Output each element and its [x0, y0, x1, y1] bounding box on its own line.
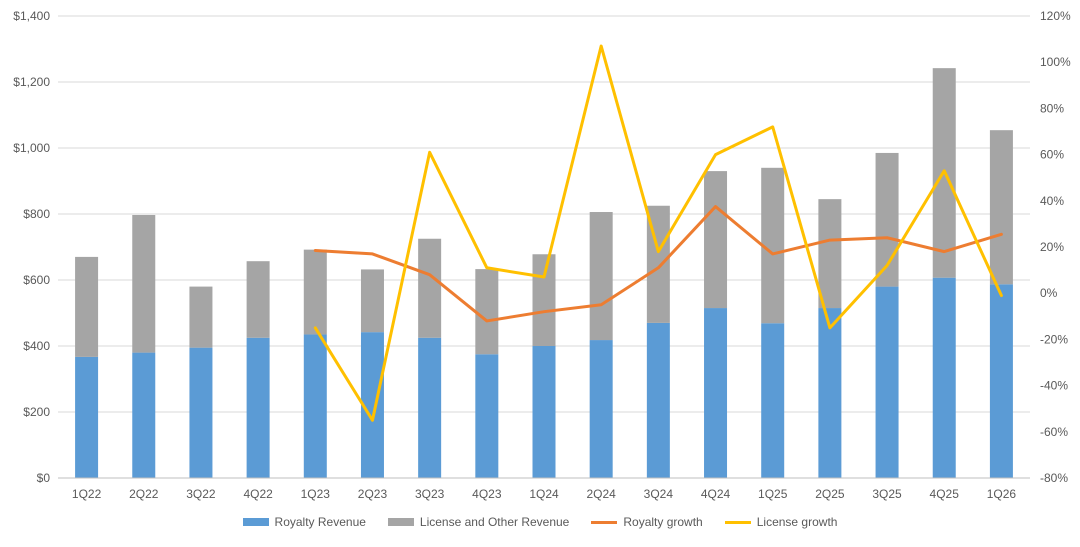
bar-royalty-revenue: [989, 284, 1013, 478]
bar-royalty-revenue: [932, 277, 956, 478]
legend-swatch-royalty-growth: [591, 520, 618, 524]
y-axis-left: $0 $200 $400 $600 $800 $1,000 $1,200 $1,400: [13, 9, 50, 485]
bar-royalty-revenue: [303, 334, 327, 478]
y-tick-label: $600: [23, 273, 50, 287]
bar-license-revenue: [761, 167, 785, 324]
y-tick-label: $200: [23, 405, 50, 419]
y2-tick-label: 0%: [1040, 286, 1058, 300]
bar-license-revenue: [360, 269, 384, 333]
x-tick-label: 2Q25: [815, 487, 845, 501]
bar-royalty-revenue: [589, 340, 613, 478]
x-tick-label: 3Q23: [415, 487, 445, 501]
x-tick-label: 2Q24: [586, 487, 616, 501]
legend-label-royalty-revenue: Royalty Revenue: [274, 515, 366, 529]
bar-royalty-revenue: [761, 323, 785, 478]
bar-royalty-revenue: [646, 322, 670, 478]
legend-swatch-license-growth: [724, 520, 751, 524]
bar-license-revenue: [704, 171, 728, 309]
x-tick-label: 2Q22: [129, 487, 159, 501]
legend: Royalty Revenue License and Other Revenu…: [0, 515, 1080, 529]
bar-royalty-revenue: [704, 308, 728, 478]
x-tick-label: 4Q25: [930, 487, 960, 501]
y-tick-label: $0: [37, 471, 51, 485]
x-tick-label: 4Q24: [701, 487, 731, 501]
bar-royalty-revenue: [132, 352, 156, 478]
y2-tick-label: 100%: [1040, 55, 1071, 69]
bar-royalty-revenue: [75, 356, 99, 478]
bar-license-revenue: [589, 212, 613, 341]
bar-license-revenue: [189, 286, 213, 348]
y2-tick-label: -20%: [1040, 332, 1068, 346]
y2-tick-label: 120%: [1040, 9, 1071, 23]
y-tick-label: $800: [23, 207, 50, 221]
bar-royalty-revenue: [532, 346, 556, 478]
x-tick-label: 1Q24: [529, 487, 559, 501]
x-tick-label: 1Q22: [72, 487, 102, 501]
bar-royalty-revenue: [475, 354, 499, 478]
bar-royalty-revenue: [875, 286, 899, 478]
bar-royalty-revenue: [360, 332, 384, 478]
legend-item-royalty-growth: Royalty growth: [591, 515, 703, 529]
legend-item-license-growth: License growth: [724, 515, 838, 529]
y2-tick-label: 60%: [1040, 148, 1064, 162]
bar-license-revenue: [475, 269, 499, 355]
y2-tick-label: -40%: [1040, 379, 1068, 393]
y2-tick-label: 80%: [1040, 101, 1064, 115]
bars: [75, 68, 1013, 478]
y-axis-right: -80% -60% -40% -20% 0% 20% 40% 60% 80% 100% 120%: [1040, 9, 1071, 485]
x-tick-label: 1Q23: [301, 487, 331, 501]
y-tick-label: $1,000: [13, 141, 50, 155]
bar-royalty-revenue: [818, 308, 842, 478]
x-tick-label: 3Q22: [186, 487, 216, 501]
x-tick-label: 1Q25: [758, 487, 788, 501]
y2-tick-label: 40%: [1040, 194, 1064, 208]
x-tick-label: 4Q22: [243, 487, 273, 501]
legend-label-license-growth: License growth: [756, 515, 838, 529]
legend-item-royalty-revenue: Royalty Revenue: [242, 515, 366, 529]
x-tick-label: 4Q23: [472, 487, 502, 501]
y2-tick-label: -80%: [1040, 471, 1068, 485]
legend-label-license-revenue: License and Other Revenue: [419, 515, 570, 529]
bar-royalty-revenue: [189, 347, 213, 478]
x-tick-label: 3Q25: [872, 487, 902, 501]
legend-swatch-royalty-revenue: [242, 518, 269, 526]
bar-license-revenue: [418, 238, 442, 338]
x-tick-label: 3Q24: [644, 487, 674, 501]
y2-tick-label: 20%: [1040, 240, 1064, 254]
legend-item-license-revenue: License and Other Revenue: [387, 515, 570, 529]
y-tick-label: $400: [23, 339, 50, 353]
bar-royalty-revenue: [246, 337, 270, 478]
line-license-growth: [313, 44, 1003, 422]
bar-license-revenue: [303, 249, 327, 335]
chart-canvas: $0 $200 $400 $600 $800 $1,000 $1,200 $1,400 -80…: [13, 9, 1071, 501]
bar-license-revenue: [989, 130, 1013, 285]
y-tick-label: $1,400: [13, 9, 50, 23]
bar-license-revenue: [75, 256, 99, 357]
bar-license-revenue: [532, 254, 556, 346]
x-tick-label: 2Q23: [358, 487, 388, 501]
y-tick-label: $1,200: [13, 75, 50, 89]
bar-license-revenue: [818, 199, 842, 309]
legend-swatch-license-revenue: [387, 518, 414, 526]
x-tick-label: 1Q26: [987, 487, 1017, 501]
lines: [313, 44, 1003, 422]
bar-license-revenue: [246, 261, 270, 338]
bar-license-revenue: [132, 214, 156, 353]
y2-tick-label: -60%: [1040, 425, 1068, 439]
bar-royalty-revenue: [418, 337, 442, 478]
legend-label-royalty-growth: Royalty growth: [623, 515, 703, 529]
x-axis: 1Q22 2Q22 3Q22 4Q22 1Q23 2Q23 3Q23 4Q23 1Q24 2Q24…: [58, 477, 1030, 501]
line-royalty-growth: [313, 205, 1003, 323]
